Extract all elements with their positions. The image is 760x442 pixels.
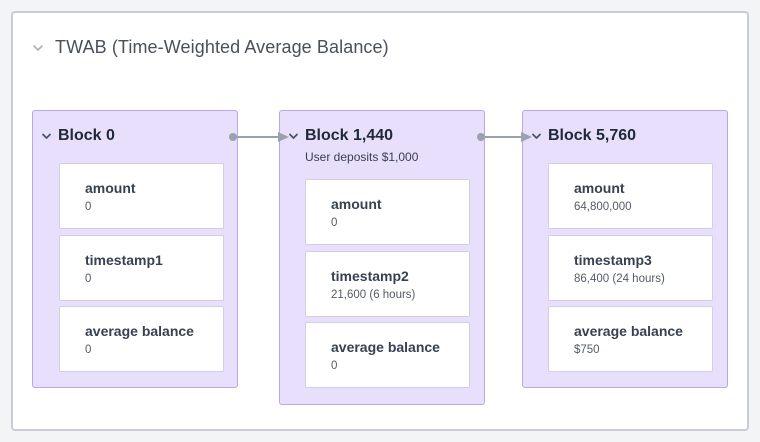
field-card-timestamp: timestamp3 86,400 (24 hours) [548,235,713,301]
field-value: $750 [574,344,600,356]
field-label: amount [574,180,625,196]
connector-block1440-to-block5760 [477,132,532,142]
field-value: 86,400 (24 hours) [574,273,665,285]
panel-header[interactable]: TWAB (Time-Weighted Average Balance) [31,37,389,58]
field-label: average balance [331,339,440,355]
block-title: Block 0 [58,127,115,144]
field-value: 0 [331,217,338,229]
field-label: average balance [574,323,683,339]
field-card-amount: amount 0 [59,163,224,229]
field-value: 0 [85,344,92,356]
field-value: 64,800,000 [574,201,632,213]
field-label: average balance [85,323,194,339]
field-card-average-balance: average balance 0 [59,306,224,372]
chevron-down-icon[interactable] [531,131,542,142]
field-label: amount [331,196,382,212]
block-1440: Block 1,440 User deposits $1,000 amount … [279,110,485,405]
block-subtitle: User deposits $1,000 [305,150,419,164]
field-label: timestamp2 [331,268,409,284]
block-header[interactable]: Block 0 [41,127,115,145]
chevron-down-icon[interactable] [288,131,299,142]
connector-block0-to-block1440 [229,132,289,142]
panel-title: TWAB (Time-Weighted Average Balance) [55,37,389,57]
field-card-average-balance: average balance $750 [548,306,713,372]
field-value: 0 [85,273,92,285]
field-label: amount [85,180,136,196]
field-card-amount: amount 0 [305,179,470,245]
field-label: timestamp3 [574,252,652,268]
field-value: 0 [331,360,338,372]
field-label: timestamp1 [85,252,163,268]
field-card-amount: amount 64,800,000 [548,163,713,229]
block-header[interactable]: Block 5,760 [531,127,636,145]
field-card-average-balance: average balance 0 [305,322,470,388]
field-card-timestamp: timestamp1 0 [59,235,224,301]
block-title: Block 5,760 [548,127,637,144]
block-header[interactable]: Block 1,440 [288,127,393,145]
field-value: 0 [85,201,92,213]
block-5760: Block 5,760 amount 64,800,000 timestamp3… [522,110,728,388]
chevron-down-icon[interactable] [31,41,45,55]
field-value: 21,600 (6 hours) [331,289,416,301]
field-card-timestamp: timestamp2 21,600 (6 hours) [305,251,470,317]
block-0: Block 0 amount 0 timestamp1 0 average ba… [32,110,238,388]
chevron-down-icon[interactable] [41,131,52,142]
block-title: Block 1,440 [305,127,394,144]
